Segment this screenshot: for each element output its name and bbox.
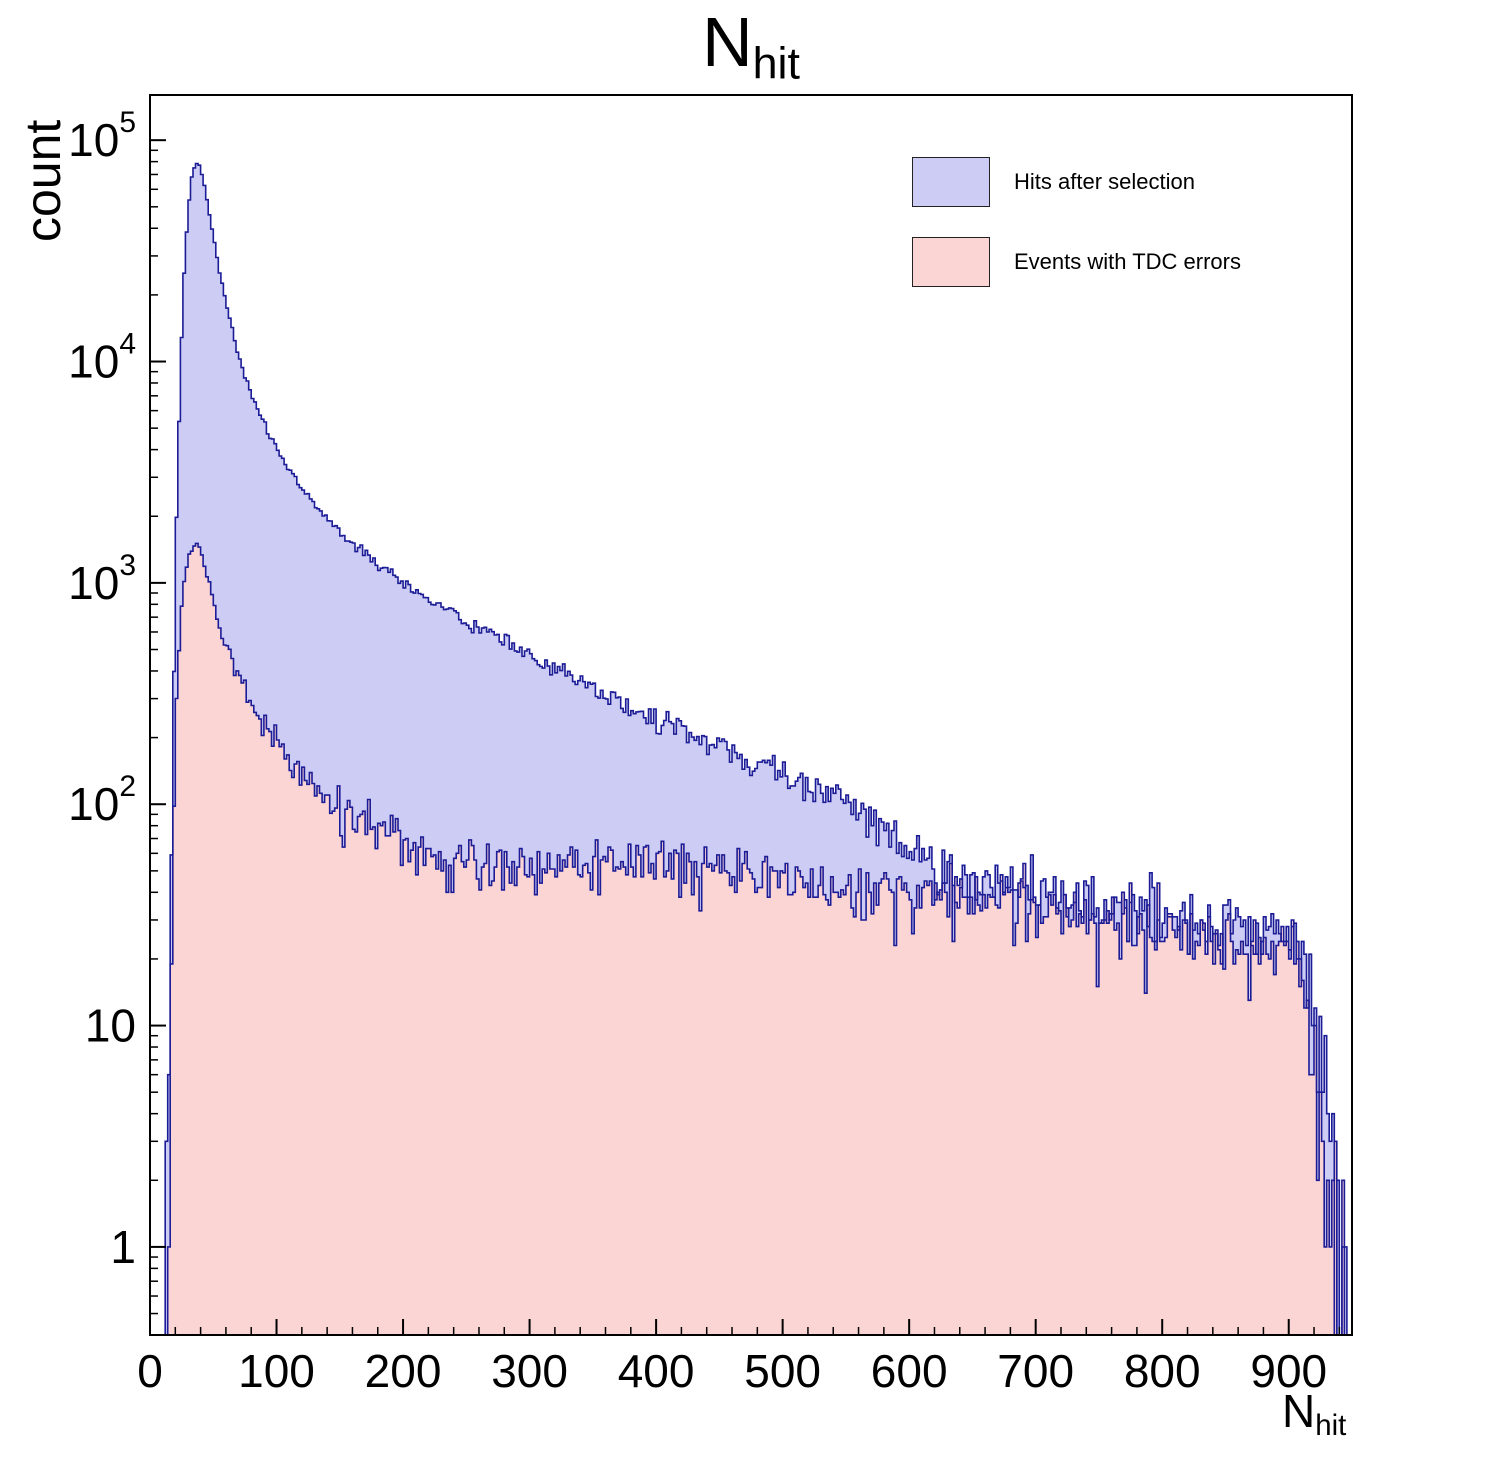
x-axis-title-sub: hit [1315,1409,1347,1443]
x-tick-label: 800 [1124,1345,1201,1397]
y-tick-label: 105 [68,106,136,166]
chart-title: Nhit [150,2,1352,90]
y-tick-label: 102 [68,770,136,830]
x-axis-title: Nhit [1282,1384,1346,1443]
y-tick-label: 104 [68,328,136,388]
plot-frame [149,94,1353,1336]
y-axis-title: count [15,119,71,242]
x-tick-label: 300 [491,1345,568,1397]
x-tick-label: 500 [744,1345,821,1397]
histogram-line [150,162,1352,1336]
x-axis-title-main: N [1282,1385,1316,1437]
x-tick-label: 0 [137,1345,163,1397]
legend-swatch-blue [912,157,990,207]
x-tick-label: 900 [1250,1345,1327,1397]
legend-item-tdc-errors: Events with TDC errors [912,230,1241,294]
y-tick-label: 103 [68,549,136,609]
histogram-line [150,542,1352,1336]
legend-item-hits-after-selection: Hits after selection [912,150,1241,214]
legend-label: Hits after selection [1014,169,1195,194]
legend-label: Events with TDC errors [1014,249,1241,274]
x-tick-label: 100 [238,1345,315,1397]
chart-title-main: N [702,3,753,81]
legend: Hits after selection Events with TDC err… [912,150,1241,310]
histogram-fill [150,543,1352,1335]
x-tick-label: 200 [365,1345,442,1397]
x-tick-label: 600 [871,1345,948,1397]
chart-title-sub: hit [752,38,800,89]
y-tick-label: 10 [85,1000,136,1052]
y-tick-label: 1 [110,1221,136,1273]
x-tick-label: 700 [997,1345,1074,1397]
legend-swatch-pink [912,237,990,287]
x-tick-label: 400 [618,1345,695,1397]
